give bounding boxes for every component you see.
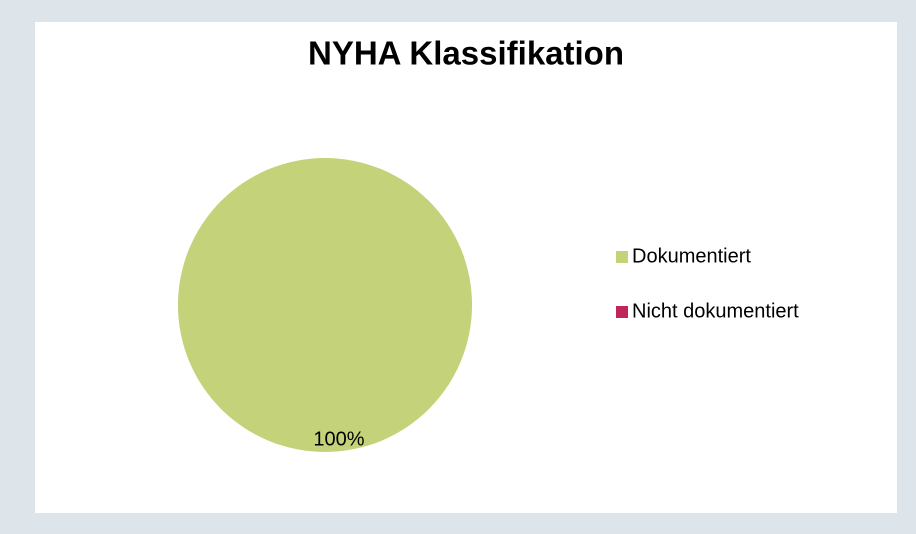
legend-swatch: [616, 251, 628, 263]
legend-swatch: [616, 306, 628, 318]
data-label: 100%: [313, 429, 364, 451]
chart-title: NYHA Klassifikation: [308, 35, 624, 72]
legend-label: Dokumentiert: [632, 245, 751, 267]
pie-slice: [177, 157, 473, 453]
legend-label: Nicht dokumentiert: [632, 300, 799, 322]
